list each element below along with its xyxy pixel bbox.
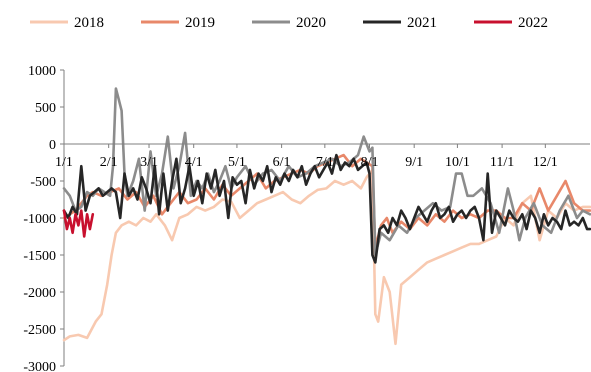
y-tick-label: -2000 xyxy=(23,286,56,301)
x-tick-label: 12/1 xyxy=(533,155,558,170)
y-tick-label: 500 xyxy=(35,101,56,116)
y-tick-label: -3000 xyxy=(23,360,56,372)
y-tick-label: -1500 xyxy=(23,249,56,264)
series-line-2018 xyxy=(62,168,591,346)
legend-label-2018: 2018 xyxy=(74,15,104,31)
x-tick-label: 7/1 xyxy=(316,155,334,170)
x-tick-label: 10/1 xyxy=(445,155,470,170)
y-tick-label: 1000 xyxy=(28,64,56,79)
y-axis: 1000 500 0 -500 -1000 -1500 -2000 -2500 -3000 xyxy=(23,64,65,372)
x-tick-label: 8/1 xyxy=(361,155,379,170)
x-tick-label: 4/1 xyxy=(185,155,203,170)
legend-label-2020: 2020 xyxy=(296,15,326,31)
legend-label-2022: 2022 xyxy=(518,15,548,31)
x-tick-label: 11/1 xyxy=(490,155,514,170)
legend-label-2019: 2019 xyxy=(185,15,215,31)
series-line-2022 xyxy=(62,209,95,238)
y-tick-label: -2500 xyxy=(23,323,56,338)
x-tick-label: 2/1 xyxy=(100,155,118,170)
x-tick-label: 6/1 xyxy=(273,155,291,170)
y-tick-label: 0 xyxy=(49,138,56,153)
x-tick-label: 3/1 xyxy=(140,155,158,170)
series-line-2021 xyxy=(62,153,591,264)
x-tick-label: 1/1 xyxy=(55,155,73,170)
legend-label-2021: 2021 xyxy=(407,15,437,31)
y-tick-label: -1000 xyxy=(23,212,56,227)
y-tick-label: -500 xyxy=(30,175,56,190)
x-tick-label: 5/1 xyxy=(228,155,246,170)
x-tick-label: 9/1 xyxy=(405,155,423,170)
series-line-2020 xyxy=(62,87,591,257)
legend: 2018 2019 2020 2021 2022 xyxy=(30,15,548,31)
series-layer xyxy=(62,87,591,346)
x-axis: 1/1 2/1 3/1 4/1 5/1 6/1 7/1 8/1 9/1 10/1 11/1 12/1 xyxy=(55,143,590,170)
